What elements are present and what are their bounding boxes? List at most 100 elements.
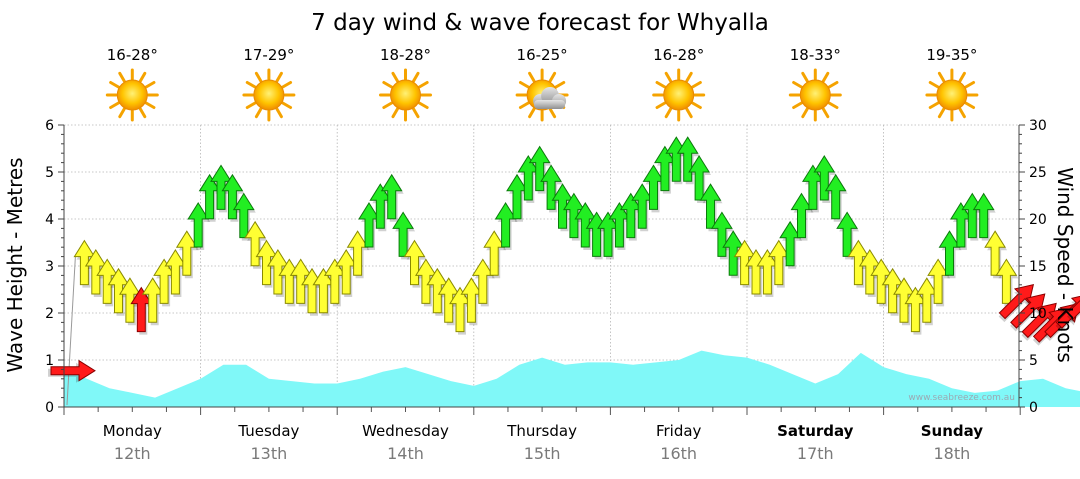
wind-arrow-body	[380, 173, 403, 220]
wind-arrow	[221, 173, 245, 222]
wind-arrow	[528, 145, 552, 194]
wind-arrow	[244, 220, 268, 269]
wind-arrow-body	[813, 155, 836, 201]
sun-disc	[253, 79, 285, 111]
day-name-label: Friday	[656, 422, 702, 440]
wind-arrow	[972, 192, 996, 241]
sun-rays	[788, 68, 842, 122]
sun-ray	[109, 101, 120, 109]
day-date-label: 16th	[660, 444, 697, 463]
sun-ray	[827, 101, 839, 109]
wind-arrow-body	[232, 192, 255, 239]
sun-ray	[528, 71, 536, 83]
sun-rays	[379, 68, 432, 122]
y-tick-label-left: 1	[45, 353, 54, 369]
y-axis-right-label: Wind Speed - Knots	[1053, 167, 1077, 363]
wind-arrow-body	[710, 211, 733, 257]
sun-ray	[548, 71, 557, 83]
wind-arrow-body	[403, 239, 426, 286]
wind-arrow-body	[984, 230, 1007, 276]
day-name-label: Thursday	[506, 422, 577, 440]
y-axis-left-label: Wave Height - Metres	[3, 157, 27, 372]
sun-ray	[275, 107, 283, 119]
sun-disc	[116, 79, 148, 111]
wind-arrow	[48, 359, 96, 383]
wind-arrow-body	[998, 283, 1035, 320]
day-date-label: 13th	[251, 444, 288, 463]
day-date-label: 12th	[114, 444, 151, 463]
day-temperature: 19-35°	[926, 46, 977, 64]
day-date-label: 14th	[387, 444, 424, 463]
wind-arrow	[403, 239, 427, 288]
day-temperature: 18-33°	[790, 46, 841, 64]
sun-ray	[254, 71, 263, 83]
y-tick-label-right: 0	[1029, 400, 1038, 416]
wind-arrow	[836, 211, 860, 260]
day-name-label: Sunday	[921, 422, 984, 440]
day-name-label: Monday	[103, 422, 162, 440]
day-forecast-tuesday: 17-29°	[242, 46, 296, 122]
day-forecast-thursday: 16-25°	[515, 46, 569, 122]
day-temperature: 17-29°	[243, 46, 294, 64]
sun-cloud-icon	[515, 68, 569, 122]
sun-ray	[382, 81, 394, 89]
y-tick-label-left: 2	[45, 306, 54, 322]
day-name-label: Tuesday	[237, 422, 299, 440]
sun-ray	[691, 81, 702, 89]
sun-icon	[652, 68, 706, 122]
day-date-label: 17th	[797, 444, 834, 463]
sun-ray	[382, 101, 394, 109]
sun-ray	[109, 81, 120, 89]
sun-ray	[254, 107, 263, 119]
day-name-label: Wednesday	[362, 422, 449, 440]
sun-ray	[417, 101, 429, 109]
sun-ray	[391, 71, 399, 83]
wind-arrow-body	[528, 145, 551, 192]
wind-arrow-body	[392, 211, 415, 257]
day-forecast-wednesday: 18-28°	[379, 46, 432, 122]
sun-ray	[664, 71, 673, 83]
day-name-label: Saturday	[777, 422, 854, 440]
day-forecast-saturday: 18-33°	[788, 46, 842, 122]
wind-arrow	[699, 183, 723, 232]
wind-arrow	[232, 192, 256, 241]
y-tick-label-left: 0	[45, 400, 54, 416]
wind-arrow-body	[824, 173, 847, 220]
sun-ray	[528, 107, 536, 119]
sun-ray	[958, 107, 966, 119]
sun-ray	[144, 101, 156, 109]
wind-arrow	[995, 258, 1019, 307]
sun-ray	[691, 101, 702, 109]
y-tick-label-right: 20	[1029, 212, 1047, 228]
wind-arrow	[392, 211, 416, 260]
wind-arrow-body	[995, 258, 1018, 304]
watermark: www.seabreeze.com.au	[908, 393, 1015, 403]
chart-title: 7 day wind & wave forecast for Whyalla	[311, 10, 769, 36]
y-tick-label-right: 10	[1029, 306, 1047, 322]
wind-arrow	[380, 173, 404, 222]
sun-ray	[275, 71, 283, 83]
cloud-icon	[533, 87, 567, 109]
wind-arrow-body	[540, 164, 563, 210]
sun-ray	[937, 71, 946, 83]
sun-ray	[964, 101, 976, 109]
cloud-base	[534, 100, 566, 109]
sun-ray	[138, 71, 147, 83]
wind-arrow	[676, 136, 700, 185]
sun-icon	[925, 68, 979, 122]
sun-ray	[958, 71, 966, 83]
sun-ray	[685, 107, 693, 119]
sun-ray	[928, 81, 940, 89]
sun-ray	[548, 107, 557, 119]
sun-ray	[412, 71, 420, 83]
sun-ray	[655, 101, 667, 109]
day-date-label: 18th	[934, 444, 971, 463]
wind-arrow-body	[836, 211, 859, 257]
y-tick-label-left: 3	[45, 259, 54, 275]
wind-arrow-body	[1067, 283, 1080, 320]
wave-start-connector	[66, 256, 76, 406]
sun-ray	[138, 107, 147, 119]
y-tick-label-right: 5	[1029, 353, 1038, 369]
wind-arrow	[824, 173, 848, 222]
sun-ray	[685, 71, 693, 83]
